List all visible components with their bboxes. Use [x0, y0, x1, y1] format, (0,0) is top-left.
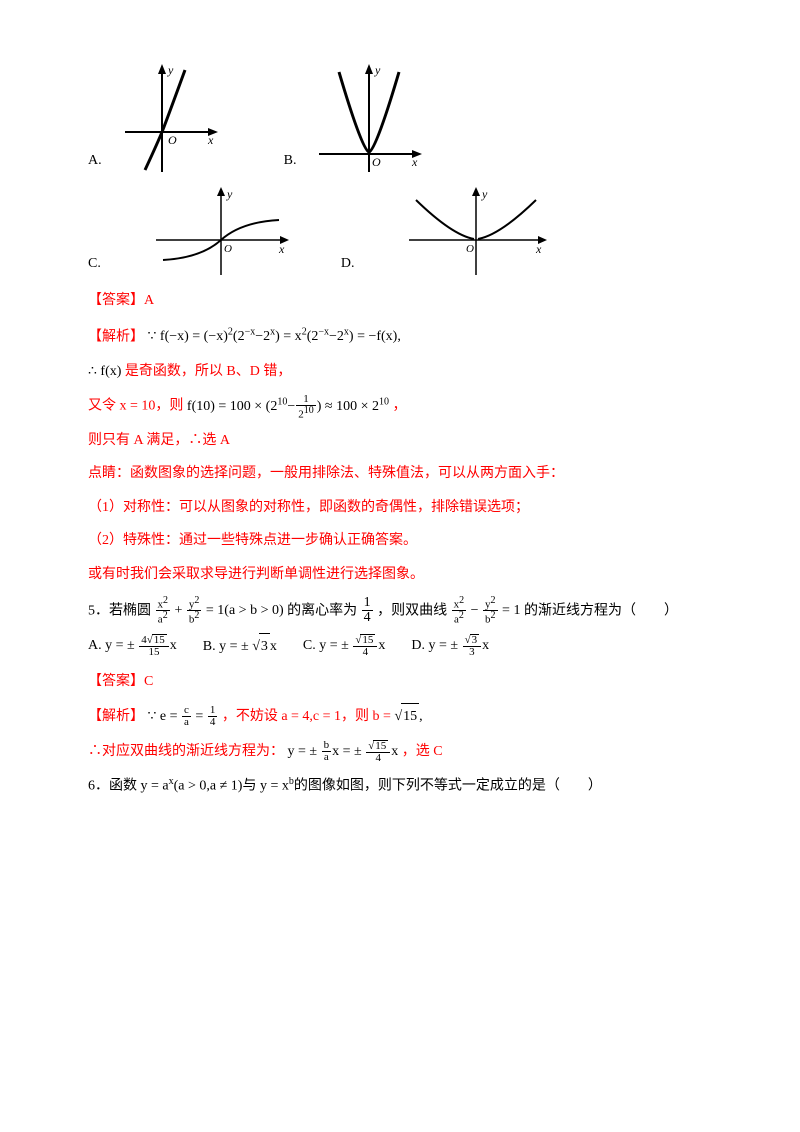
analysis-1-label: 【解析】 [88, 329, 144, 344]
analysis-1-tip-title: 点睛：函数图象的选择问题，一般用排除法、特殊值法，可以从两方面入手： [88, 461, 712, 488]
svg-text:y: y [226, 187, 233, 201]
answer-2-label: 【答案】 [88, 674, 144, 689]
q5-option-c: C. y = ± √154x [303, 633, 385, 661]
analysis-2-line2: ∴对应双曲线的渐近线方程为： y = ± bax = ± √154x ，选 C [88, 739, 712, 766]
svg-text:O: O [466, 243, 474, 255]
svg-text:x: x [207, 133, 214, 147]
option-a-label: A. [88, 148, 102, 177]
graph-d: y x O [404, 185, 549, 280]
graph-b: y x O [314, 62, 424, 177]
analysis-1-line2: ∴ f(x) 是奇函数，所以 B、D 错， [88, 359, 712, 386]
svg-text:x: x [278, 242, 285, 256]
analysis-1-tip3: 或有时我们会采取求导进行判断单调性进行选择图象。 [88, 562, 712, 589]
question-6: 6．函数 y = ax(a > 0,a ≠ 1)与 y = xb的图像如图，则下… [88, 772, 712, 800]
graph-row-2: C. y x O D. y x O [88, 185, 712, 280]
option-c-label: C. [88, 251, 101, 280]
svg-text:O: O [372, 155, 381, 169]
analysis-1-tip1: （1）对称性：可以从图象的对称性，即函数的奇偶性，排除错误选项； [88, 495, 712, 522]
question-5-options: A. y = ± 4√1515x B. y = ± √3x C. y = ± √… [88, 633, 712, 661]
svg-text:y: y [481, 187, 488, 201]
q5-option-d: D. y = ± √33x [411, 633, 489, 661]
analysis-2-label: 【解析】 [88, 709, 144, 724]
analysis-1-tip2: （2）特殊性：通过一些特殊点进一步确认正确答案。 [88, 528, 712, 555]
graph-c: y x O [151, 185, 291, 280]
answer-1: 【答案】A [88, 288, 712, 315]
answer-2-value: C [144, 674, 153, 689]
analysis-1-line3: 又令 x = 10，则 f(10) = 100 × (210−1210) ≈ 1… [88, 392, 712, 420]
svg-text:x: x [411, 155, 418, 169]
analysis-1-line1: 【解析】 ∵ f(−x) = (−x)2(2−x−2x) = x2(2−x−2x… [88, 323, 712, 351]
graph-row-1: A. y x O B. y x O [88, 62, 712, 177]
answer-2: 【答案】C [88, 669, 712, 696]
q5-option-b: B. y = ± √3x [203, 633, 277, 661]
svg-text:O: O [168, 133, 177, 147]
svg-text:O: O [224, 243, 232, 255]
question-5: 5．若椭圆 x2a2 + y2b2 = 1(a > b > 0) 的离心率为 1… [88, 596, 712, 626]
option-b-label: B. [284, 148, 297, 177]
analysis-1-line4: 则只有 A 满足，∴选 A [88, 428, 712, 455]
graph-a: y x O [120, 62, 220, 177]
svg-text:y: y [374, 63, 381, 77]
svg-text:x: x [535, 242, 542, 256]
analysis-2-line1: 【解析】 ∵ e = ca = 14 ，不妨设 a = 4,c = 1，则 b … [88, 703, 712, 731]
answer-1-value: A [144, 293, 154, 308]
q5-option-a: A. y = ± 4√1515x [88, 633, 177, 661]
option-d-label: D. [341, 251, 355, 280]
svg-text:y: y [167, 63, 174, 77]
answer-1-label: 【答案】 [88, 293, 144, 308]
